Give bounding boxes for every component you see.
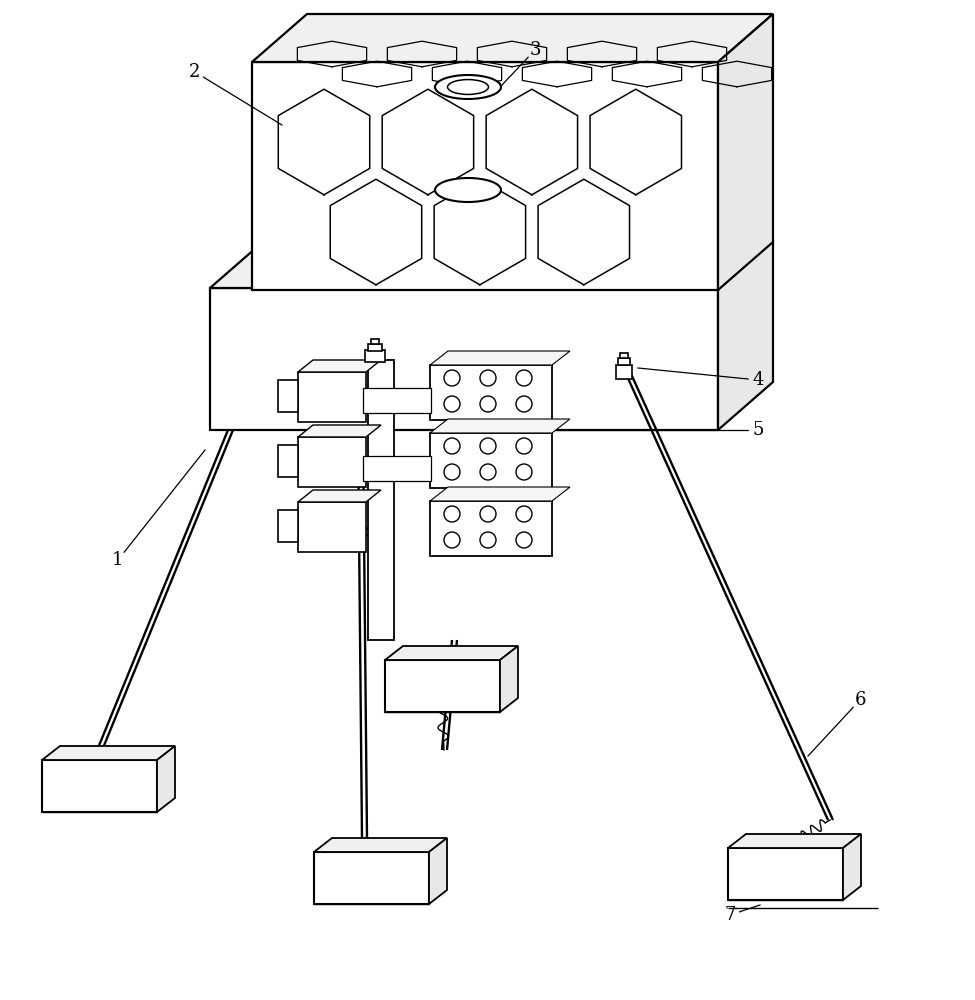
- Polygon shape: [157, 746, 175, 812]
- Polygon shape: [429, 838, 447, 904]
- Bar: [368, 360, 394, 640]
- Bar: [298, 502, 366, 552]
- Polygon shape: [210, 240, 773, 288]
- Polygon shape: [718, 240, 773, 430]
- Bar: [618, 358, 630, 365]
- Bar: [42, 760, 157, 812]
- Text: 6: 6: [854, 691, 866, 709]
- Bar: [430, 501, 552, 556]
- Bar: [363, 456, 431, 481]
- Bar: [620, 353, 628, 358]
- Bar: [430, 365, 552, 420]
- Bar: [210, 288, 718, 430]
- Bar: [371, 339, 379, 344]
- Text: 2: 2: [189, 63, 201, 81]
- Polygon shape: [718, 14, 773, 290]
- Bar: [314, 852, 429, 904]
- Text: 4: 4: [753, 371, 763, 389]
- Polygon shape: [385, 646, 518, 660]
- Polygon shape: [298, 490, 381, 502]
- Bar: [278, 510, 298, 542]
- Bar: [278, 380, 298, 412]
- Polygon shape: [298, 425, 381, 437]
- Bar: [385, 660, 500, 712]
- Bar: [252, 62, 718, 290]
- Bar: [298, 437, 366, 487]
- Text: 7: 7: [724, 906, 736, 924]
- Bar: [728, 848, 843, 900]
- Polygon shape: [42, 746, 175, 760]
- Polygon shape: [728, 834, 861, 848]
- Polygon shape: [252, 14, 773, 62]
- Polygon shape: [500, 646, 518, 712]
- Bar: [430, 433, 552, 488]
- Bar: [368, 344, 382, 351]
- Text: 1: 1: [112, 551, 124, 569]
- Bar: [616, 365, 632, 379]
- Polygon shape: [430, 351, 570, 365]
- Polygon shape: [430, 419, 570, 433]
- Bar: [363, 388, 431, 413]
- Ellipse shape: [435, 178, 501, 202]
- Bar: [278, 445, 298, 477]
- Text: 5: 5: [753, 421, 763, 439]
- Bar: [365, 350, 385, 362]
- Ellipse shape: [435, 75, 501, 99]
- Text: 3: 3: [529, 41, 541, 59]
- Polygon shape: [298, 360, 381, 372]
- Polygon shape: [314, 838, 447, 852]
- Polygon shape: [430, 487, 570, 501]
- Polygon shape: [843, 834, 861, 900]
- Bar: [298, 372, 366, 422]
